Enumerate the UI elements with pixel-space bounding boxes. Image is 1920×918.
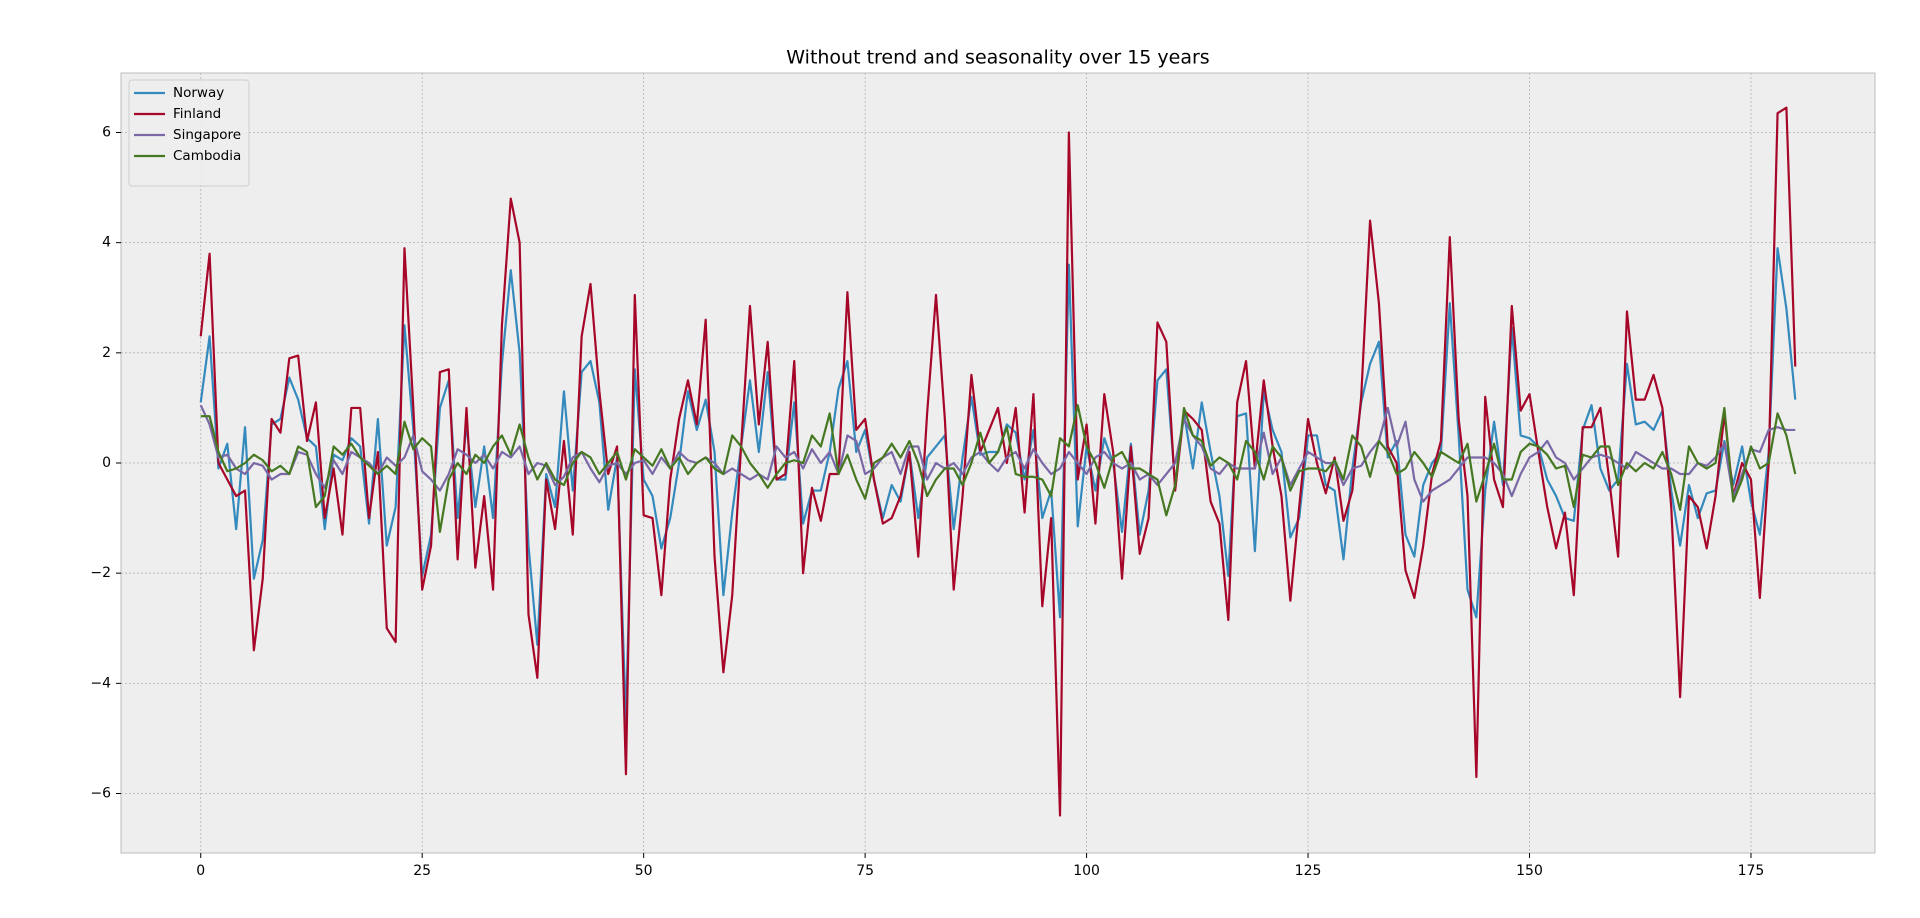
x-tick-label: 25 [413,863,431,879]
grid-layer [121,73,1875,853]
y-tick-label: −6 [90,786,111,802]
y-tick-label: −2 [90,565,111,581]
series-line [200,404,1797,533]
series-line [199,106,1797,817]
legend-label: Cambodia [173,148,241,164]
y-tick-label: 6 [102,124,111,140]
x-tick-label: 175 [1738,863,1765,879]
x-tick-label: 50 [635,863,653,879]
y-tick-label: 2 [102,345,111,361]
legend-label: Singapore [173,127,241,143]
legend-label: Finland [173,106,221,122]
x-tick-label: 150 [1516,863,1543,879]
x-tick-label: 75 [856,863,874,879]
x-tick-label: 125 [1295,863,1322,879]
y-tick-label: 4 [102,235,111,251]
chart-title: Without trend and seasonality over 15 ye… [786,47,1209,69]
y-tick-label: −4 [90,675,111,691]
legend-label: Norway [173,85,224,101]
x-tick-label: 100 [1073,863,1100,879]
legend-box [128,79,250,187]
series-line [199,404,1796,503]
y-tick-label: 0 [102,455,111,471]
x-tick-label: 0 [196,863,205,879]
